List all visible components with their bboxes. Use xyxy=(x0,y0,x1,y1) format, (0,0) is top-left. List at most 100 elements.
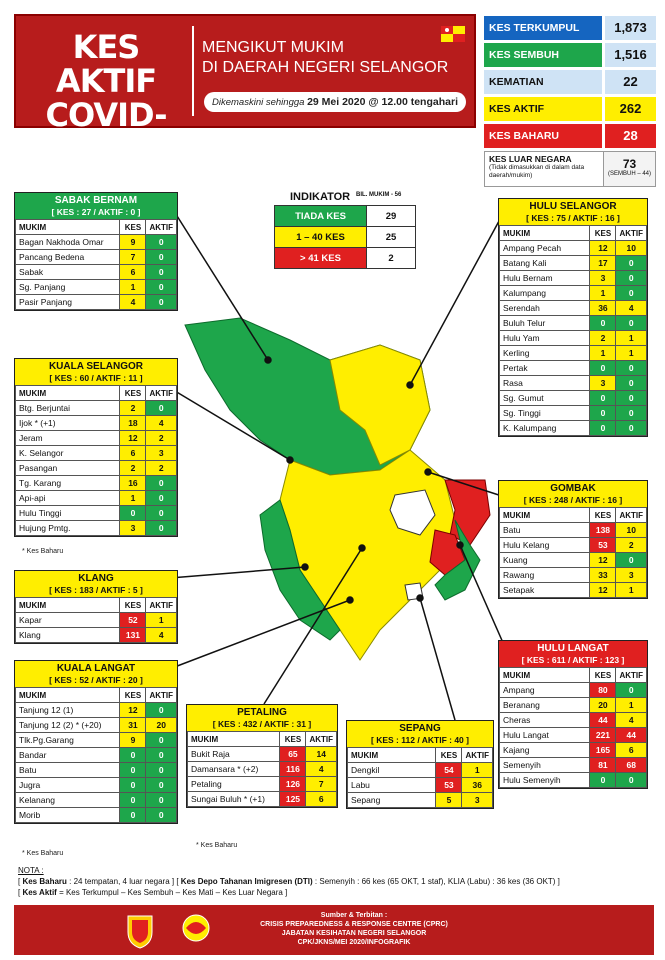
mukim-name: Kapar xyxy=(14,612,121,628)
nota-title: NOTA : xyxy=(18,866,44,875)
mukim-name: Buluh Telur xyxy=(498,315,591,331)
mukim-name: Tanjung 12 (2) * (+20) xyxy=(14,717,121,733)
nota-kes-baharu-label: Kes Baharu xyxy=(22,877,67,886)
aktif-value: 0 xyxy=(615,390,647,406)
district-kuala-selangor: KUALA SELANGOR[ KES : 60 / AKTIF : 11 ] M… xyxy=(14,358,178,537)
district-table: MUKIM KES AKTIF Bukit Raja 65 14 Damansara * (… xyxy=(186,731,337,807)
mukim-name: Sepang xyxy=(346,792,437,808)
summary-row: KES AKTIF 262 xyxy=(484,97,656,121)
subtitle-line-2: DI DAERAH NEGERI SELANGOR xyxy=(202,59,449,76)
summary-label: KEMATIAN xyxy=(484,70,602,94)
aktif-value: 0 xyxy=(615,772,647,788)
note-kes-baharu-3: * Kes Baharu xyxy=(196,842,238,849)
aktif-value: 0 xyxy=(145,279,177,295)
mukim-name: Petaling xyxy=(186,776,281,792)
mukim-name: Setapak xyxy=(498,582,591,598)
aktif-value: 0 xyxy=(615,360,647,376)
col-aktif: AKTIF xyxy=(615,667,647,683)
mukim-name: Pasir Panjang xyxy=(14,294,121,310)
aktif-value: 0 xyxy=(145,702,177,718)
indicator-count: 2 xyxy=(366,247,416,269)
kes-value: 20 xyxy=(589,697,617,713)
col-aktif: AKTIF xyxy=(461,747,493,763)
aktif-value: 0 xyxy=(615,405,647,421)
kes-value: 12 xyxy=(589,582,617,598)
kes-value: 1 xyxy=(589,285,617,301)
mukim-name: Pertak xyxy=(498,360,591,376)
table-row: Ampang Pecah 12 10 xyxy=(498,240,647,256)
mukim-name: Bandar xyxy=(14,747,121,763)
district-table: MUKIM KES AKTIF Bagan Nakhoda Omar 9 0 Pancang… xyxy=(14,219,177,310)
table-header-row: MUKIM KES AKTIF xyxy=(14,687,177,703)
indicator-legend: TIADA KES 29 1 – 40 KES 25 > 41 KES 2 xyxy=(274,205,416,269)
footer-line-2: CRISIS PREPAREDNESS & RESPONSE CENTRE (C… xyxy=(260,921,448,928)
district-summary: [ KES : 112 / AKTIF : 40 ] xyxy=(371,735,469,745)
aktif-value: 1 xyxy=(461,762,493,778)
table-row: Beranang 20 1 xyxy=(498,697,647,713)
kes-value: 0 xyxy=(589,420,617,436)
aktif-value: 3 xyxy=(615,567,647,583)
aktif-value: 0 xyxy=(145,234,177,250)
aktif-value: 0 xyxy=(145,807,177,823)
kes-value: 9 xyxy=(119,234,147,250)
col-mukim: MUKIM xyxy=(14,385,121,401)
col-aktif: AKTIF xyxy=(305,731,337,747)
leader-line-klangat xyxy=(171,599,351,669)
mukim-name: Damansara * (+2) xyxy=(186,761,281,777)
aktif-value: 0 xyxy=(145,520,177,536)
mukim-name: Hulu Semenyih xyxy=(498,772,591,788)
note-kes-baharu-1: * Kes Baharu xyxy=(22,548,64,555)
mukim-name: Batang Kali xyxy=(498,255,591,271)
table-row: Kerling 1 1 xyxy=(498,345,647,361)
summary-value: 1,516 xyxy=(605,43,656,67)
table-row: Sg. Tinggi 0 0 xyxy=(498,405,647,421)
luar-value-box: 73 (SEMBUH – 44) xyxy=(603,152,655,186)
summary-label: KES TERKUMPUL xyxy=(484,16,602,40)
summary-value: 28 xyxy=(605,124,656,148)
leader-line-hselangor xyxy=(409,209,506,386)
district-hulu-langat: HULU LANGAT[ KES : 611 / AKTIF : 123 ] MU… xyxy=(498,640,648,789)
kes-value: 12 xyxy=(589,552,617,568)
mukim-name: Hujung Pmtg. xyxy=(14,520,121,536)
col-kes: KES xyxy=(589,225,617,241)
district-name: KUALA LANGAT xyxy=(56,663,136,674)
leader-line-klang xyxy=(169,566,306,579)
district-header: SEPANG[ KES : 112 / AKTIF : 40 ] xyxy=(347,721,493,747)
aktif-value: 0 xyxy=(615,315,647,331)
table-row: Sabak 6 0 xyxy=(14,264,177,280)
district-header: KUALA LANGAT[ KES : 52 / AKTIF : 20 ] xyxy=(15,661,177,687)
aktif-value: 4 xyxy=(305,761,337,777)
summary-row: KES BAHARU 28 xyxy=(484,124,656,148)
district-header: GOMBAK[ KES : 248 / AKTIF : 16 ] xyxy=(499,481,647,507)
kes-value: 9 xyxy=(119,732,147,748)
mukim-name: Semenyih xyxy=(498,757,591,773)
kes-value: 36 xyxy=(589,300,617,316)
leader-line-petaling xyxy=(263,547,363,705)
indicator-label: TIADA KES xyxy=(274,205,367,227)
kes-value: 1 xyxy=(589,345,617,361)
aktif-value: 36 xyxy=(461,777,493,793)
table-row: Damansara * (+2) 116 4 xyxy=(186,761,337,777)
mukim-name: Labu xyxy=(346,777,437,793)
aktif-value: 4 xyxy=(615,712,647,728)
mukim-name: Klang xyxy=(14,627,121,643)
col-kes: KES xyxy=(435,747,463,763)
district-name: HULU SELANGOR xyxy=(529,201,617,212)
aktif-value: 7 xyxy=(305,776,337,792)
table-row: Sepang 5 3 xyxy=(346,792,493,808)
note-kes-baharu-2: * Kes Baharu xyxy=(22,850,64,857)
district-header: KLANG[ KES : 183 / AKTIF : 5 ] xyxy=(15,571,177,597)
kes-value: 116 xyxy=(279,761,307,777)
district-name: PETALING xyxy=(237,707,287,718)
district-table: MUKIM KES AKTIF Ampang 80 0 Beranang 20 1 Cheras 4… xyxy=(498,667,647,788)
aktif-value: 0 xyxy=(145,249,177,265)
footer-line-3: JABATAN KESIHATAN NEGERI SELANGOR xyxy=(281,930,427,937)
kes-value: 0 xyxy=(589,772,617,788)
mukim-name: Hulu Bernam xyxy=(498,270,591,286)
mukim-name: Beranang xyxy=(498,697,591,713)
district-summary: [ KES : 52 / AKTIF : 20 ] xyxy=(49,675,143,685)
mukim-name: Ijok * (+1) xyxy=(14,415,121,431)
aktif-value: 0 xyxy=(145,505,177,521)
header-banner: KES AKTIF COVID-19 MENGIKUT MUKIM DI DAE… xyxy=(14,14,476,166)
aktif-value: 4 xyxy=(615,300,647,316)
